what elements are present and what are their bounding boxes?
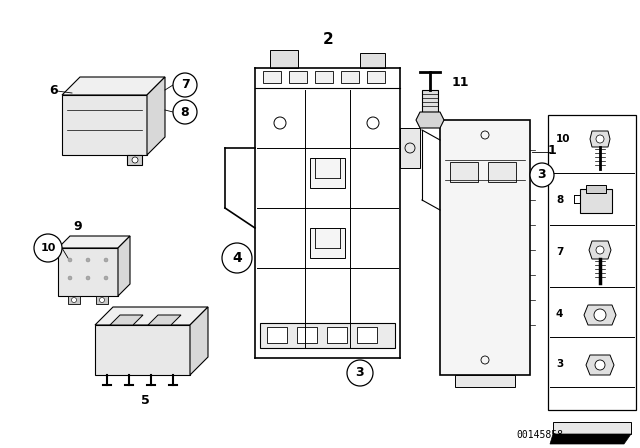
Bar <box>62 95 147 155</box>
Text: 8: 8 <box>180 105 189 119</box>
Bar <box>580 189 612 213</box>
Polygon shape <box>147 77 165 155</box>
Circle shape <box>530 163 554 187</box>
Text: 5: 5 <box>141 393 149 406</box>
Polygon shape <box>589 241 611 259</box>
Text: 1: 1 <box>548 143 556 156</box>
Circle shape <box>72 297 77 302</box>
Bar <box>289 71 307 83</box>
Bar <box>310 228 345 258</box>
Circle shape <box>68 276 72 280</box>
Polygon shape <box>586 355 614 375</box>
Text: 3: 3 <box>356 366 364 379</box>
Bar <box>360 53 385 68</box>
Bar <box>267 327 287 343</box>
Bar <box>357 327 377 343</box>
Polygon shape <box>148 315 181 325</box>
Text: 10: 10 <box>556 134 570 144</box>
Bar <box>367 71 385 83</box>
Text: 7: 7 <box>180 78 189 91</box>
Circle shape <box>86 258 90 262</box>
Circle shape <box>594 309 606 321</box>
Text: 10: 10 <box>40 243 56 253</box>
Circle shape <box>104 258 108 262</box>
Polygon shape <box>62 77 165 95</box>
Polygon shape <box>118 236 130 296</box>
Polygon shape <box>553 422 631 434</box>
Polygon shape <box>95 307 208 325</box>
Text: 6: 6 <box>50 83 58 96</box>
Polygon shape <box>416 112 444 128</box>
Bar <box>488 162 516 182</box>
Circle shape <box>34 234 62 262</box>
Bar <box>341 71 359 83</box>
Circle shape <box>173 73 197 97</box>
Text: 8: 8 <box>556 195 563 205</box>
Text: 2: 2 <box>323 33 333 47</box>
Bar <box>315 71 333 83</box>
Bar <box>297 327 317 343</box>
Polygon shape <box>584 305 616 325</box>
Text: 00145858: 00145858 <box>516 430 563 440</box>
Circle shape <box>68 258 72 262</box>
Circle shape <box>86 276 90 280</box>
Bar <box>95 325 190 375</box>
Bar <box>548 115 636 410</box>
Text: 7: 7 <box>556 247 563 257</box>
Circle shape <box>99 297 104 302</box>
Bar <box>58 248 118 296</box>
Circle shape <box>104 276 108 280</box>
Polygon shape <box>550 434 631 444</box>
Bar <box>310 158 345 188</box>
Circle shape <box>173 100 197 124</box>
Polygon shape <box>110 315 143 325</box>
Bar <box>455 375 515 387</box>
Polygon shape <box>590 131 610 147</box>
Circle shape <box>596 246 604 254</box>
Bar <box>270 50 298 68</box>
Circle shape <box>595 360 605 370</box>
Text: 11: 11 <box>451 76 468 89</box>
Bar <box>450 162 478 182</box>
Polygon shape <box>190 307 208 375</box>
Text: 4: 4 <box>556 309 563 319</box>
Bar <box>263 71 281 83</box>
Bar <box>260 323 395 348</box>
Polygon shape <box>58 236 130 248</box>
Polygon shape <box>68 296 80 304</box>
Bar <box>400 128 420 168</box>
Text: 3: 3 <box>538 168 547 181</box>
Circle shape <box>347 360 373 386</box>
Circle shape <box>132 157 138 163</box>
FancyBboxPatch shape <box>422 90 438 112</box>
Polygon shape <box>96 296 108 304</box>
Circle shape <box>596 135 604 143</box>
Bar <box>586 185 606 193</box>
Bar <box>440 120 530 375</box>
Bar <box>327 327 347 343</box>
Text: 3: 3 <box>556 359 563 369</box>
Polygon shape <box>127 155 142 165</box>
Text: 9: 9 <box>74 220 83 233</box>
Text: 4: 4 <box>232 251 242 265</box>
Circle shape <box>222 243 252 273</box>
